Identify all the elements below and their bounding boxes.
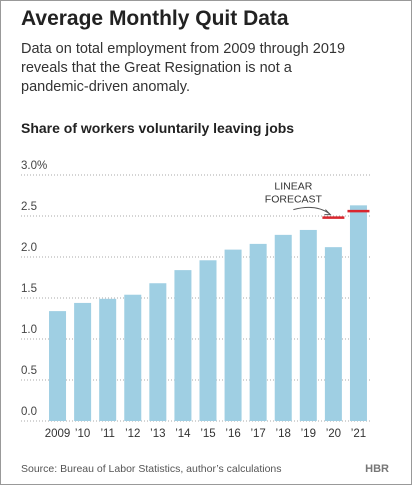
x-tick-label: ’10 [75,428,90,440]
x-tick-label: ’15 [200,428,215,440]
annotation-arrow [293,206,330,215]
bar [299,229,317,421]
y-tick-label: 1.5 [21,283,37,295]
bar [124,294,142,421]
y-tick-label: 3.0% [21,160,47,172]
bar [349,205,367,421]
x-tick-label: ’19 [301,428,316,440]
x-tick-label: ’20 [326,428,341,440]
title: Average Monthly Quit Data [21,7,289,30]
y-tick-label: 0.0 [21,406,37,418]
y-tick-label: 0.5 [21,365,37,377]
x-tick-label: ’21 [351,428,366,440]
bar [274,234,292,421]
x-tick-label: ’18 [276,428,291,440]
x-tick-label: ’11 [100,428,115,440]
bar [324,247,342,421]
x-tick-label: 2009 [45,428,71,440]
x-tick-label: ’12 [125,428,140,440]
bar [74,302,92,421]
annotation-arrowhead [324,209,332,216]
y-tick-label: 1.0 [21,324,37,336]
x-tick-label: ’16 [225,428,240,440]
bar [149,283,167,421]
source: Source: Bureau of Labor Statistics, auth… [21,463,282,475]
bar [99,298,117,421]
subtitle: Data on total employment from 2009 throu… [21,41,345,95]
y-tick-label: 2.5 [21,201,37,213]
subtitle-text: Data on total employment from 2009 throu… [21,41,345,95]
bar [174,270,192,421]
x-tick-label: ’13 [150,428,165,440]
bar [249,243,267,421]
y-tick-label: 2.0 [21,242,37,254]
bar [199,260,217,421]
x-tick-label: ’14 [175,428,191,440]
annotation: LINEAR [274,181,312,193]
annotation: FORECAST [265,194,323,206]
bar [49,311,67,421]
logo: HBR [365,463,389,475]
chart-title: Share of workers voluntarily leaving job… [21,120,294,136]
x-tick-label: ’17 [250,428,265,440]
bar [224,249,242,421]
